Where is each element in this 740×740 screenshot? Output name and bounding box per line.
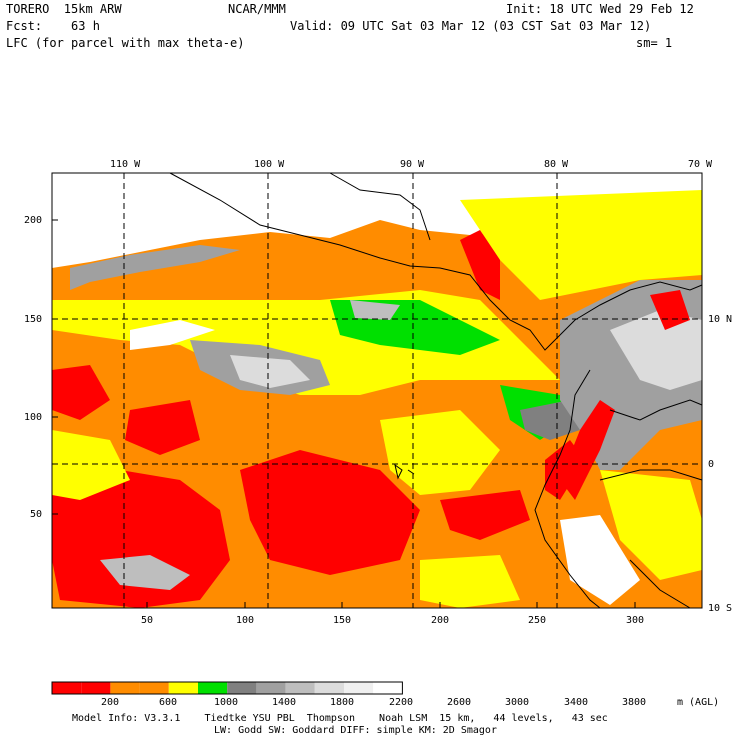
y-tick-label: 200 (24, 215, 43, 226)
model-info: Model Info: V3.3.1 Tiedtke YSU PBL Thomp… (72, 713, 608, 724)
colorbar-label: 1000 (214, 697, 239, 708)
colorbar-swatch (168, 682, 198, 694)
colorbar-label: 1800 (330, 697, 355, 708)
lon-label: 70 W (688, 159, 713, 170)
colorbar-swatch (81, 682, 111, 694)
colorbar-frame (51, 681, 403, 695)
lon-label: 80 W (544, 159, 569, 170)
colorbar-swatch (110, 682, 140, 694)
colorbar-swatch (227, 682, 257, 694)
colorbar-label: 2600 (447, 697, 472, 708)
lon-label: 100 W (254, 159, 285, 170)
y-tick-label: 150 (24, 314, 43, 325)
lon-label: 110 W (110, 159, 141, 170)
x-tick-label: 100 (236, 615, 255, 626)
field-title: LFC (for parcel with max theta-e) (6, 36, 245, 50)
lat-label: 10 S (708, 603, 733, 614)
colorbar-swatch (314, 682, 344, 694)
x-tick-label: 300 (626, 615, 645, 626)
y-tick-label: 50 (30, 509, 43, 520)
organization: NCAR/MMM (228, 2, 286, 16)
physics-info: LW: Godd SW: Goddard DIFF: simple KM: 2D… (214, 725, 497, 736)
lat-lon-grid (52, 173, 702, 608)
colorbar-swatch (198, 682, 228, 694)
lat-label: 10 N (708, 314, 733, 325)
colorbar-label: 2200 (389, 697, 414, 708)
colorbar-swatch (373, 682, 403, 694)
init-time: Init: 18 UTC Wed 29 Feb 12 (506, 2, 694, 16)
colorbar (51, 681, 403, 695)
colorbar-swatch (52, 682, 82, 694)
axis-ticks (52, 219, 636, 608)
y-tick-label: 100 (24, 412, 43, 423)
x-tick-label: 200 (431, 615, 450, 626)
colorbar-label: 600 (159, 697, 178, 708)
valid-time: Valid: 09 UTC Sat 03 Mar 12 (03 CST Sat … (290, 19, 652, 33)
colorbar-label: 3400 (564, 697, 589, 708)
colorbar-label: 1400 (272, 697, 297, 708)
lat-label: 0 (708, 459, 715, 470)
lon-label: 90 W (400, 159, 425, 170)
colorbar-label: 200 (101, 697, 120, 708)
map-frame (51, 172, 703, 609)
colorbar-unit: m (AGL) (677, 697, 720, 708)
forecast-hour: Fcst: 63 h (6, 19, 100, 33)
colorbar-label: 3000 (505, 697, 530, 708)
colorbar-swatch (256, 682, 286, 694)
colorbar-swatch (139, 682, 169, 694)
colorbar-swatch (285, 682, 315, 694)
smoothing-label: sm= 1 (636, 36, 673, 50)
colorbar-label: 3800 (622, 697, 647, 708)
map-field (52, 172, 703, 609)
colorbar-swatch (344, 682, 374, 694)
x-tick-label: 250 (528, 615, 547, 626)
model-name: TORERO 15km ARW (6, 2, 122, 16)
x-tick-label: 150 (333, 615, 352, 626)
x-tick-label: 50 (141, 615, 154, 626)
